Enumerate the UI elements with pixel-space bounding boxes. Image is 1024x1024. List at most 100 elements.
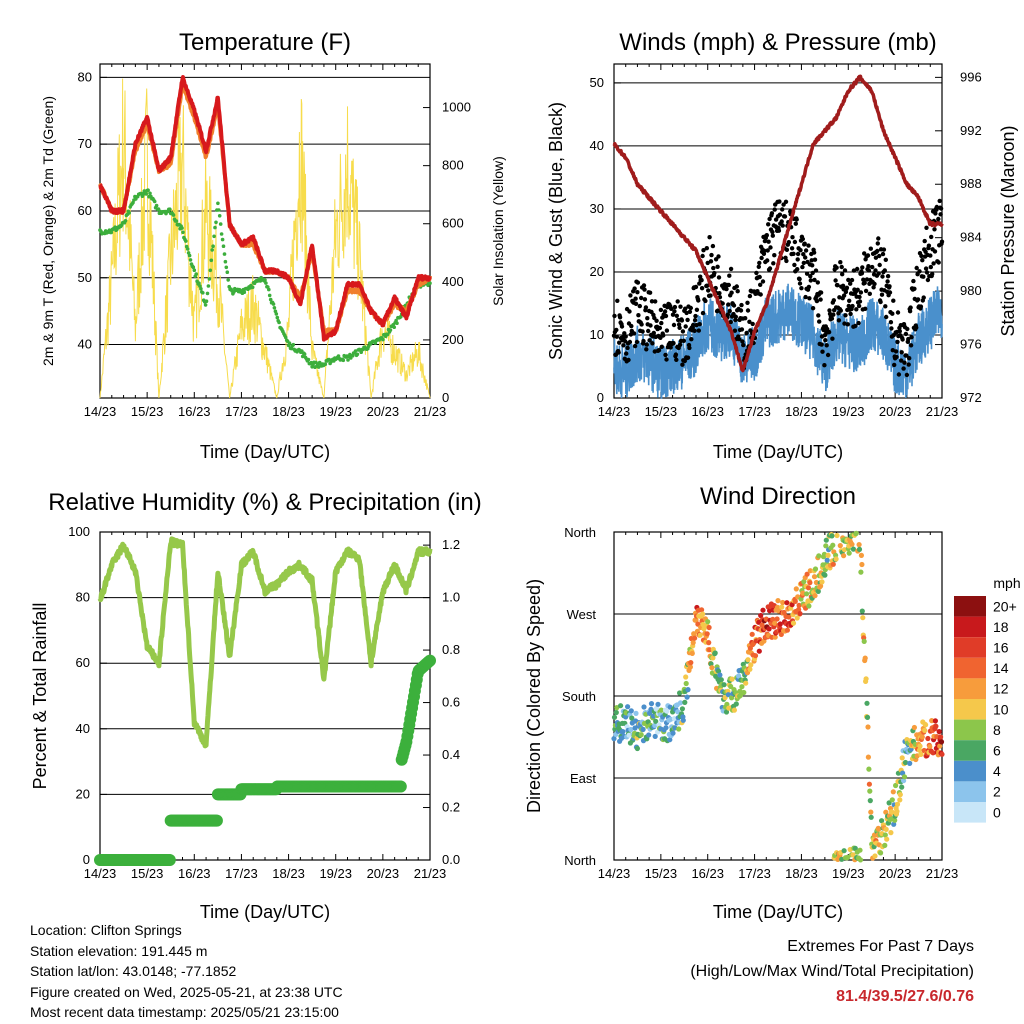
gust-point xyxy=(831,298,836,303)
gust-point xyxy=(709,252,714,258)
direction-point xyxy=(683,680,689,687)
direction-point xyxy=(784,600,790,606)
gust-point xyxy=(809,258,814,263)
dewpoint-point xyxy=(152,199,157,204)
direction-point xyxy=(818,583,824,589)
gust-point xyxy=(798,248,803,253)
gust-point xyxy=(671,322,677,328)
dewpoint-point xyxy=(180,226,184,230)
gust-point xyxy=(908,305,913,310)
gust-point xyxy=(902,360,907,365)
gust-point xyxy=(708,259,714,264)
dewpoint-point xyxy=(392,325,397,330)
gust-point xyxy=(865,253,871,258)
dewpoint-point xyxy=(191,265,196,270)
gust-point xyxy=(844,285,850,290)
gust-point xyxy=(851,268,857,273)
direction-point xyxy=(777,621,783,627)
dewpoint-point xyxy=(198,284,202,288)
direction-point xyxy=(794,615,800,621)
legend-swatch xyxy=(954,802,986,823)
y-tick-label: 50 xyxy=(590,75,604,90)
gust-point xyxy=(921,295,926,300)
direction-point xyxy=(634,745,641,752)
dewpoint-point xyxy=(206,284,211,288)
direction-point xyxy=(705,619,711,625)
gust-point xyxy=(888,320,894,325)
gust-point xyxy=(754,270,759,276)
gust-point xyxy=(875,248,880,254)
direction-point xyxy=(829,533,835,539)
direction-point xyxy=(823,537,829,543)
gust-point xyxy=(871,285,876,290)
gust-point xyxy=(772,253,777,258)
dewpoint-point xyxy=(171,213,176,217)
x-tick-label: 17/23 xyxy=(225,866,258,881)
gust-point xyxy=(938,212,943,217)
gust-point xyxy=(676,317,681,323)
direction-point xyxy=(867,798,873,804)
gust-point xyxy=(801,252,806,257)
gust-point xyxy=(621,343,626,348)
dewpoint-point xyxy=(226,278,230,282)
direction-point xyxy=(861,638,867,645)
gust-point xyxy=(648,323,653,328)
gust-point xyxy=(890,348,895,353)
direction-point xyxy=(749,631,755,637)
y2-tick-label: 972 xyxy=(960,390,982,405)
station-elevation: Station elevation: 191.445 m xyxy=(30,942,208,959)
direction-point xyxy=(897,797,903,803)
y2-axis-title: Solar Insolation (Yellow) xyxy=(490,156,506,306)
direction-point xyxy=(822,572,828,578)
direction-point xyxy=(640,726,646,733)
precip-point xyxy=(424,654,436,667)
gust-point xyxy=(624,351,629,356)
gust-point xyxy=(689,337,694,342)
gust-point xyxy=(759,255,764,261)
gust-point xyxy=(681,338,686,343)
gust-point xyxy=(887,290,893,295)
gust-point xyxy=(647,290,653,295)
gust-point xyxy=(661,333,666,338)
legend-label: 14 xyxy=(993,660,1009,676)
gust-point xyxy=(679,318,685,323)
legend-label: 2 xyxy=(993,784,1001,800)
gust-point xyxy=(842,321,847,326)
gust-point xyxy=(939,239,945,244)
gust-point xyxy=(840,283,846,288)
x-tick-label: 21/23 xyxy=(414,404,447,419)
dewpoint-point xyxy=(203,303,208,307)
gust-point xyxy=(769,211,775,216)
y2-tick-label: 0.0 xyxy=(442,852,460,867)
gust-point xyxy=(938,206,944,211)
gust-point xyxy=(901,366,906,371)
direction-point xyxy=(901,774,908,780)
direction-point xyxy=(859,561,865,568)
gust-point xyxy=(885,279,890,284)
x-tick-label: 16/23 xyxy=(178,404,211,419)
gust-point xyxy=(904,353,909,358)
gust-point xyxy=(614,327,619,333)
gust-point xyxy=(893,349,899,354)
direction-point xyxy=(925,735,931,742)
direction-point xyxy=(652,733,658,740)
gust-point xyxy=(876,236,881,241)
dewpoint-point xyxy=(225,270,230,275)
dewpoint-point xyxy=(181,230,185,235)
gust-point xyxy=(757,260,762,266)
y2-tick-label: 0.6 xyxy=(442,695,460,710)
gust-point xyxy=(932,249,938,254)
gust-point xyxy=(866,268,872,273)
dewpoint-point xyxy=(184,239,188,243)
direction-point xyxy=(779,604,785,610)
direction-point xyxy=(618,703,624,709)
dewpoint-point xyxy=(168,207,172,211)
dewpoint-point xyxy=(217,208,221,212)
gust-point xyxy=(626,357,631,363)
gust-point xyxy=(855,266,860,272)
y2-tick-label: 800 xyxy=(442,158,464,173)
gust-point xyxy=(908,343,914,348)
gust-point xyxy=(697,322,702,327)
gust-point xyxy=(899,358,904,363)
gust-point xyxy=(664,328,670,333)
